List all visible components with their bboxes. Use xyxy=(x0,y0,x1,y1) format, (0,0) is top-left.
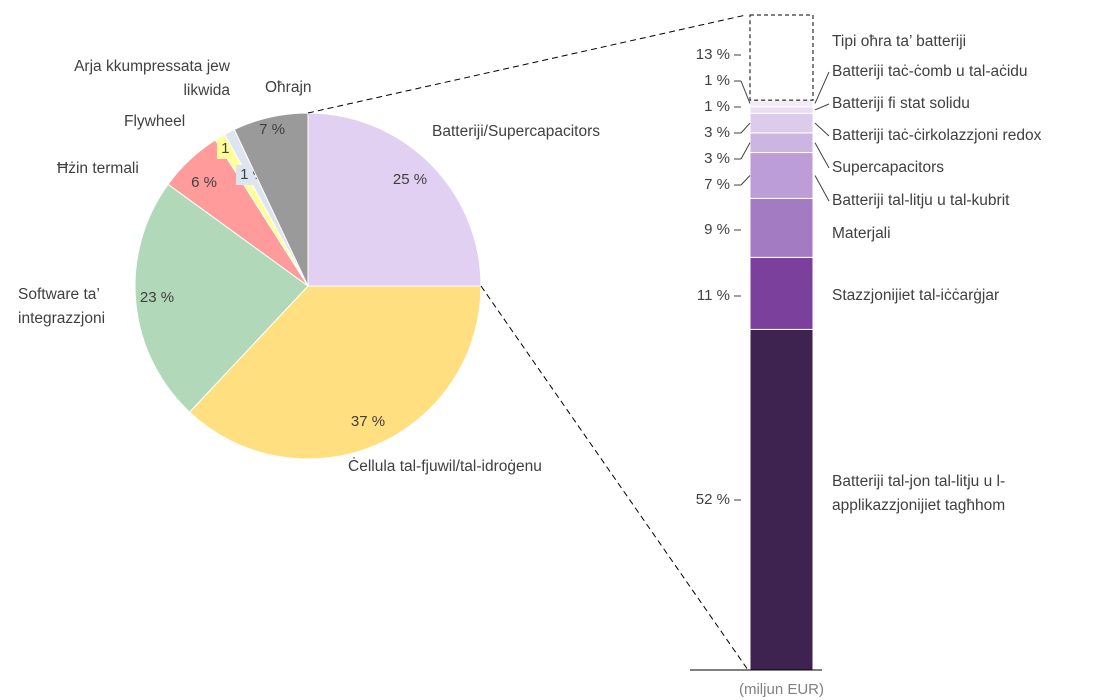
leader xyxy=(814,122,830,137)
series-name: Stazzjonijiet tal-iċċarġjar xyxy=(832,287,1000,304)
connector xyxy=(480,285,749,671)
series-name: Batteriji fi stat solidu xyxy=(832,95,970,112)
series-name: Tipi oħra ta’ batteriji xyxy=(832,33,967,50)
pie-slice xyxy=(307,112,482,287)
bar-segment xyxy=(749,99,814,108)
slice-name: Ħżin termali xyxy=(57,160,139,177)
bar-segment xyxy=(749,14,814,101)
value-label: 1 % xyxy=(704,72,730,89)
slice-name: Batteriji/Supercapacitors xyxy=(432,123,600,140)
slice-name: Software ta’ integrazzjoni xyxy=(18,286,106,327)
value-label: 13 % xyxy=(696,46,730,63)
slice-name: Flywheel xyxy=(124,113,186,130)
leader xyxy=(814,71,830,104)
series-name: Batteriji tal-litju u tal-kubrit xyxy=(832,192,1010,209)
bar-segment xyxy=(749,112,814,134)
value-label: 23 % xyxy=(140,289,174,306)
value-label: 37 % xyxy=(351,413,385,430)
value-label: 25 % xyxy=(393,171,427,188)
series-name: Materjali xyxy=(832,225,891,242)
bar-segment xyxy=(749,152,814,199)
value-label: 3 % xyxy=(704,124,730,141)
leader xyxy=(814,103,830,111)
value-label: 3 % xyxy=(704,150,730,167)
bar-segment xyxy=(749,132,814,154)
pie-slice xyxy=(233,112,309,287)
bar-segment xyxy=(749,328,814,671)
leader xyxy=(740,80,751,104)
series-name: Batteriji taċ-ċirkolazzjoni redox xyxy=(832,127,1042,144)
value-label: 9 % xyxy=(704,221,730,238)
x-axis-label: (miljun EUR) xyxy=(739,681,824,698)
slice-name: Oħrajn xyxy=(265,79,312,96)
pie-slice xyxy=(134,183,309,413)
leader xyxy=(740,122,751,134)
slice-name: Ċellula tal-fjuwil/tal-idroġenu xyxy=(348,458,542,475)
series-name: Batteriji tal-jon tal-litju u l-applikaz… xyxy=(832,473,1006,514)
value-label: 52 % xyxy=(696,491,730,508)
bar-segment xyxy=(749,256,814,330)
value-label: 11 % xyxy=(697,287,730,304)
series-name: Batteriji taċ-ċomb u tal-aċidu xyxy=(832,63,1028,80)
value-label: 1 % xyxy=(704,98,730,115)
value-label: 7 % xyxy=(259,121,285,138)
leader xyxy=(740,142,751,160)
bar-segment xyxy=(749,106,814,114)
slice-name: Arja kkumpressata jew likwida xyxy=(74,58,230,99)
pie-slice xyxy=(188,285,482,460)
leader xyxy=(740,175,751,186)
connector xyxy=(307,14,747,114)
series-name: Supercapacitors xyxy=(832,159,945,176)
leader xyxy=(814,142,830,169)
bar-segment xyxy=(749,197,814,258)
value-label: 6 % xyxy=(191,174,217,191)
value-label: 7 % xyxy=(704,176,730,193)
leader xyxy=(814,175,830,202)
